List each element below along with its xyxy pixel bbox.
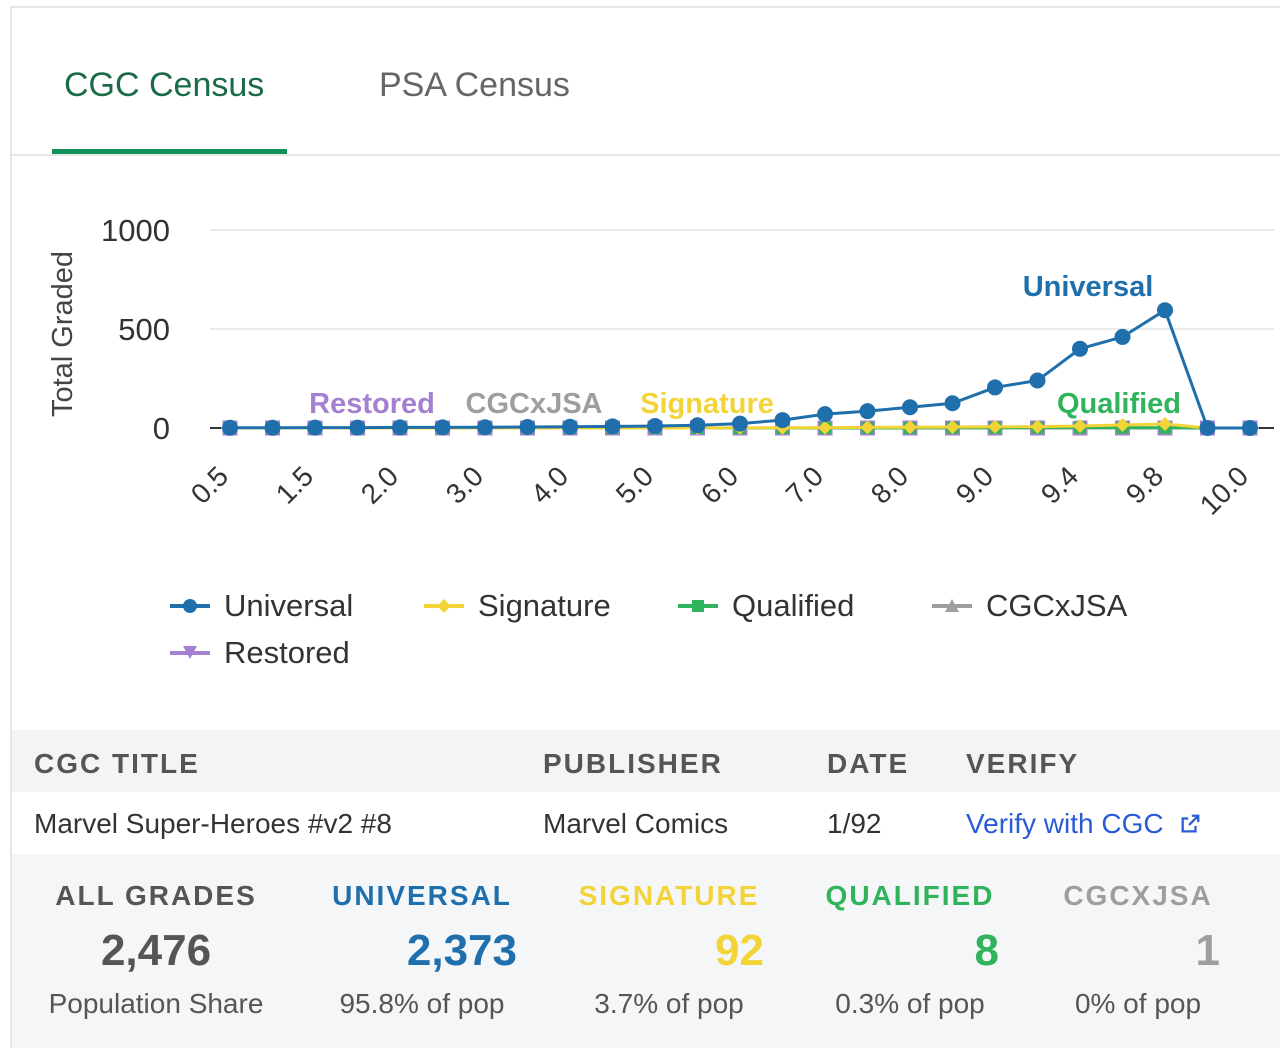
legend-marker-icon	[170, 641, 210, 665]
verify-with-cgc-link[interactable]: Verify with CGC	[966, 808, 1201, 840]
data-point-universal	[647, 418, 663, 434]
data-point-universal	[987, 379, 1003, 395]
stat-label-universal: UNIVERSAL	[282, 880, 562, 912]
stat-share: 0% of pop	[998, 988, 1278, 1020]
legend-marker-icon	[678, 594, 718, 618]
external-link-icon	[1179, 813, 1201, 835]
publisher-name: Marvel Comics	[543, 808, 728, 840]
data-point-universal	[520, 419, 536, 435]
series-annotation: Restored	[309, 388, 435, 420]
y-tick-label: 1000	[101, 213, 170, 248]
data-point-universal	[477, 419, 493, 435]
table-row: Marvel Super-Heroes #v2 #8 Marvel Comics…	[12, 792, 1280, 856]
y-axis-label: Total Graded	[47, 251, 79, 417]
stat-value: 92	[524, 926, 764, 976]
data-point-universal	[265, 420, 281, 436]
x-tick-label: 9.4	[1035, 460, 1084, 509]
table-header: CGC TITLE PUBLISHER DATE VERIFY	[12, 730, 1280, 794]
data-point-universal	[1157, 302, 1173, 318]
legend-label: CGCxJSA	[986, 588, 1127, 624]
series-annotation: Signature	[640, 388, 774, 420]
x-tick-label: 9.0	[950, 460, 999, 509]
x-tick-label: 3.0	[440, 460, 489, 509]
x-tick-label: 10.0	[1194, 460, 1254, 520]
legend-item-cgcxjsa[interactable]: CGCxJSA	[932, 588, 1127, 624]
stat-label-signature: SIGNATURE	[529, 880, 809, 912]
x-tick-label: 2.0	[355, 460, 404, 509]
series-annotation: CGCxJSA	[466, 388, 603, 420]
data-point-universal	[1242, 420, 1258, 436]
legend-item-universal[interactable]: Universal	[170, 588, 353, 624]
series-annotation: Qualified	[1057, 388, 1181, 420]
data-point-universal	[817, 406, 833, 422]
data-point-universal	[860, 403, 876, 419]
header-date: DATE	[827, 748, 909, 780]
x-tick-label: 1.5	[270, 460, 319, 509]
data-point-universal	[605, 418, 621, 434]
legend-marker-icon	[170, 594, 210, 618]
legend-label: Universal	[224, 588, 353, 624]
data-point-universal	[1030, 372, 1046, 388]
legend-label: Signature	[478, 588, 611, 624]
stat-value: 2,373	[277, 926, 517, 976]
legend-item-restored[interactable]: Restored	[170, 635, 350, 671]
data-point-universal	[775, 412, 791, 428]
issue-date: 1/92	[827, 808, 882, 840]
data-point-universal	[1072, 341, 1088, 357]
y-tick-label: 500	[118, 312, 170, 347]
x-tick-label: 4.0	[525, 460, 574, 509]
x-tick-label: 9.8	[1120, 460, 1169, 509]
data-point-universal	[902, 399, 918, 415]
legend-label: Qualified	[732, 588, 854, 624]
data-point-universal	[392, 419, 408, 435]
data-point-universal	[1115, 329, 1131, 345]
stat-label-all-grades: ALL GRADES	[16, 880, 296, 912]
header-publisher: PUBLISHER	[543, 748, 723, 780]
stat-value: 2,476	[16, 926, 296, 976]
data-point-universal	[435, 419, 451, 435]
data-point-universal	[562, 419, 578, 435]
y-tick-label: 0	[153, 411, 170, 446]
x-tick-label: 5.0	[610, 460, 659, 509]
legend-marker-icon	[932, 594, 972, 618]
x-tick-label: 7.0	[780, 460, 829, 509]
stat-share: 95.8% of pop	[282, 988, 562, 1020]
x-tick-label: 8.0	[865, 460, 914, 509]
legend-item-qualified[interactable]: Qualified	[678, 588, 854, 624]
data-point-universal	[307, 420, 323, 436]
x-tick-label: 0.5	[185, 460, 234, 509]
data-point-universal	[945, 395, 961, 411]
stat-label-cgcxjsa: CGCXJSA	[998, 880, 1278, 912]
data-point-universal	[1200, 420, 1216, 436]
stat-share: 3.7% of pop	[529, 988, 809, 1020]
data-point-universal	[350, 420, 366, 436]
x-tick-label: 6.0	[695, 460, 744, 509]
verify-link-label: Verify with CGC	[966, 808, 1164, 839]
grade-stats: ALL GRADES 2,476 Population Share UNIVERSAL…	[12, 854, 1280, 1048]
header-verify: VERIFY	[966, 748, 1079, 780]
stat-value: 1	[980, 926, 1220, 976]
header-cgc-title: CGC TITLE	[34, 748, 200, 780]
legend-marker-icon	[424, 594, 464, 618]
legend-label: Restored	[224, 635, 350, 671]
comic-title: Marvel Super-Heroes #v2 #8	[34, 808, 392, 840]
stat-value: 8	[759, 926, 999, 976]
series-annotation: Universal	[1023, 271, 1154, 303]
legend-item-signature[interactable]: Signature	[424, 588, 611, 624]
data-point-universal	[222, 420, 238, 436]
stat-share: Population Share	[16, 988, 296, 1020]
